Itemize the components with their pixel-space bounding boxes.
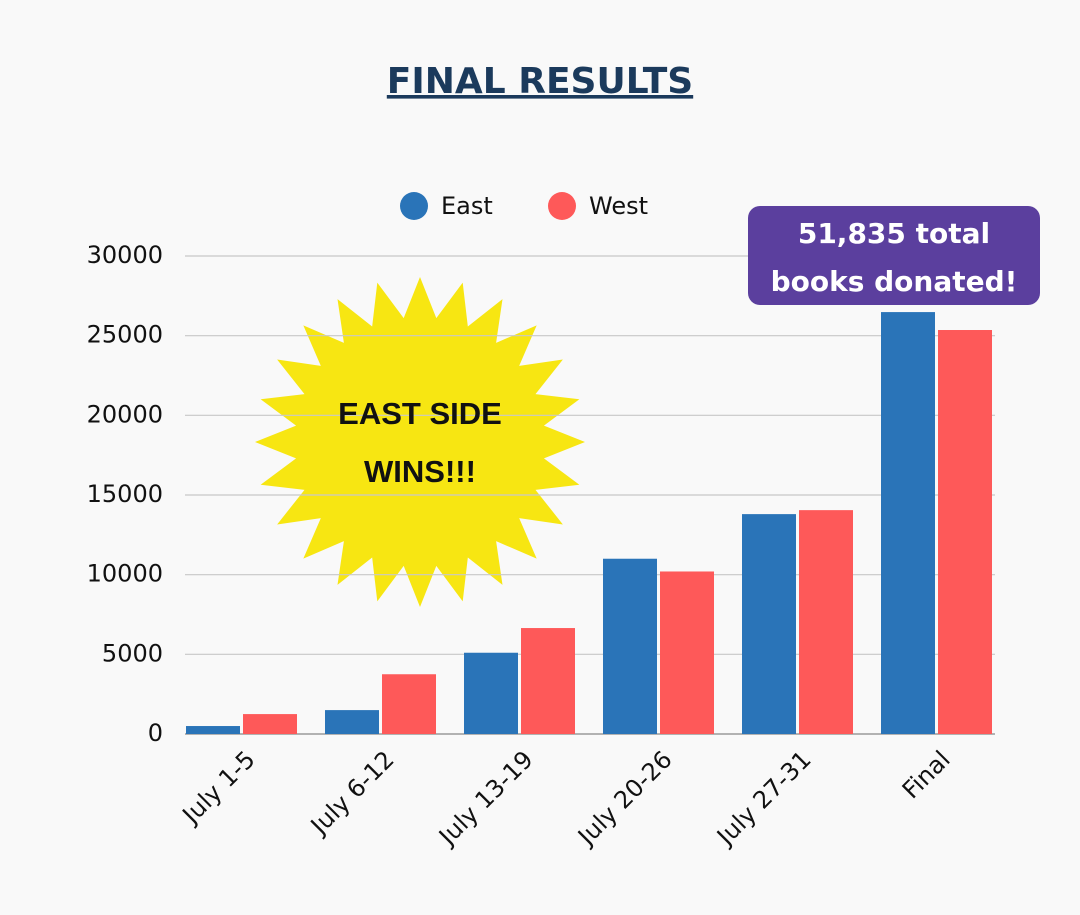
bar (799, 510, 853, 734)
legend-swatch (400, 192, 428, 220)
chart-title: FINAL RESULTS (387, 61, 693, 102)
y-tick-label: 30000 (87, 241, 163, 269)
bar (186, 726, 240, 734)
y-tick-label: 15000 (87, 480, 163, 508)
x-tick-label: July 6-12 (304, 745, 400, 841)
x-tick-label: July 27-31 (710, 745, 816, 851)
bar (742, 514, 796, 734)
x-tick-label: July 1-5 (176, 745, 261, 830)
bar (464, 652, 518, 734)
bar (382, 674, 436, 734)
bar (881, 312, 935, 734)
bar (325, 710, 379, 734)
bar (660, 571, 714, 734)
bar (938, 330, 992, 734)
bar (521, 628, 575, 734)
legend-label: West (589, 192, 648, 220)
bar (243, 714, 297, 734)
y-tick-label: 20000 (87, 400, 163, 428)
y-tick-label: 0 (148, 719, 163, 747)
y-tick-label: 5000 (102, 639, 163, 667)
x-tick-label: July 20-26 (571, 745, 677, 851)
legend-label: East (441, 192, 493, 220)
bar (603, 558, 657, 734)
annotation: 51,835 total books donated! (748, 206, 1040, 305)
y-tick-label: 10000 (87, 560, 163, 588)
x-tick-label: July 13-19 (432, 745, 538, 851)
y-tick-label: 25000 (87, 321, 163, 349)
x-tick-label: Final (897, 745, 956, 804)
starburst (255, 277, 585, 607)
legend-swatch (548, 192, 576, 220)
annotation: EAST SIDE WINS!!! (338, 396, 502, 489)
